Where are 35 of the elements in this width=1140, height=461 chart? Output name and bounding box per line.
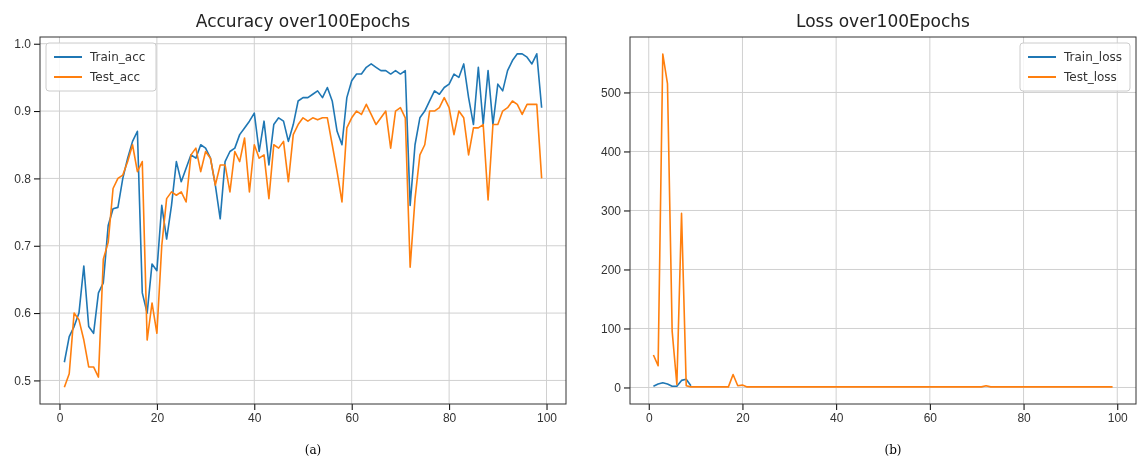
legend-label: Test_acc <box>89 70 141 84</box>
x-tick-label: 60 <box>923 410 938 425</box>
x-tick-label: 0 <box>56 410 64 425</box>
x-tick-label: 80 <box>1017 410 1032 425</box>
y-tick-label: 100 <box>600 321 622 336</box>
y-tick-label: 0.6 <box>14 306 32 321</box>
y-tick-label: 0.8 <box>14 171 32 186</box>
x-tick-label: 0 <box>645 410 653 425</box>
line-series <box>63 53 543 364</box>
legend-label: Test_loss <box>1063 70 1117 84</box>
y-tick-label: 0.7 <box>14 239 32 254</box>
y-tick-label: 1.0 <box>14 37 32 52</box>
legend-label: Train_loss <box>1063 50 1122 64</box>
x-tick-label: 40 <box>829 410 844 425</box>
text: (a) <box>304 443 322 457</box>
y-tick-label: 0 <box>614 380 622 395</box>
legend-label: Train_acc <box>89 50 146 64</box>
x-tick-label: 80 <box>442 410 457 425</box>
chart-title: Accuracy over100Epochs <box>195 11 411 31</box>
y-tick-label: 0.9 <box>14 104 32 119</box>
line-series <box>63 96 543 388</box>
text: (b) <box>884 443 902 457</box>
x-tick-label: 100 <box>1107 410 1129 425</box>
x-tick-label: 20 <box>736 410 750 425</box>
x-tick-label: 40 <box>248 410 262 425</box>
chart-title: Loss over100Epochs <box>796 11 971 31</box>
y-tick-label: 400 <box>600 144 622 159</box>
y-tick-label: 300 <box>600 203 622 218</box>
x-tick-label: 100 <box>537 410 558 425</box>
y-tick-label: 200 <box>600 262 622 277</box>
x-tick-label: 20 <box>150 410 165 425</box>
y-tick-label: 500 <box>600 85 622 100</box>
x-tick-label: 60 <box>345 410 360 425</box>
line-series <box>652 378 692 388</box>
y-tick-label: 0.5 <box>14 373 32 388</box>
